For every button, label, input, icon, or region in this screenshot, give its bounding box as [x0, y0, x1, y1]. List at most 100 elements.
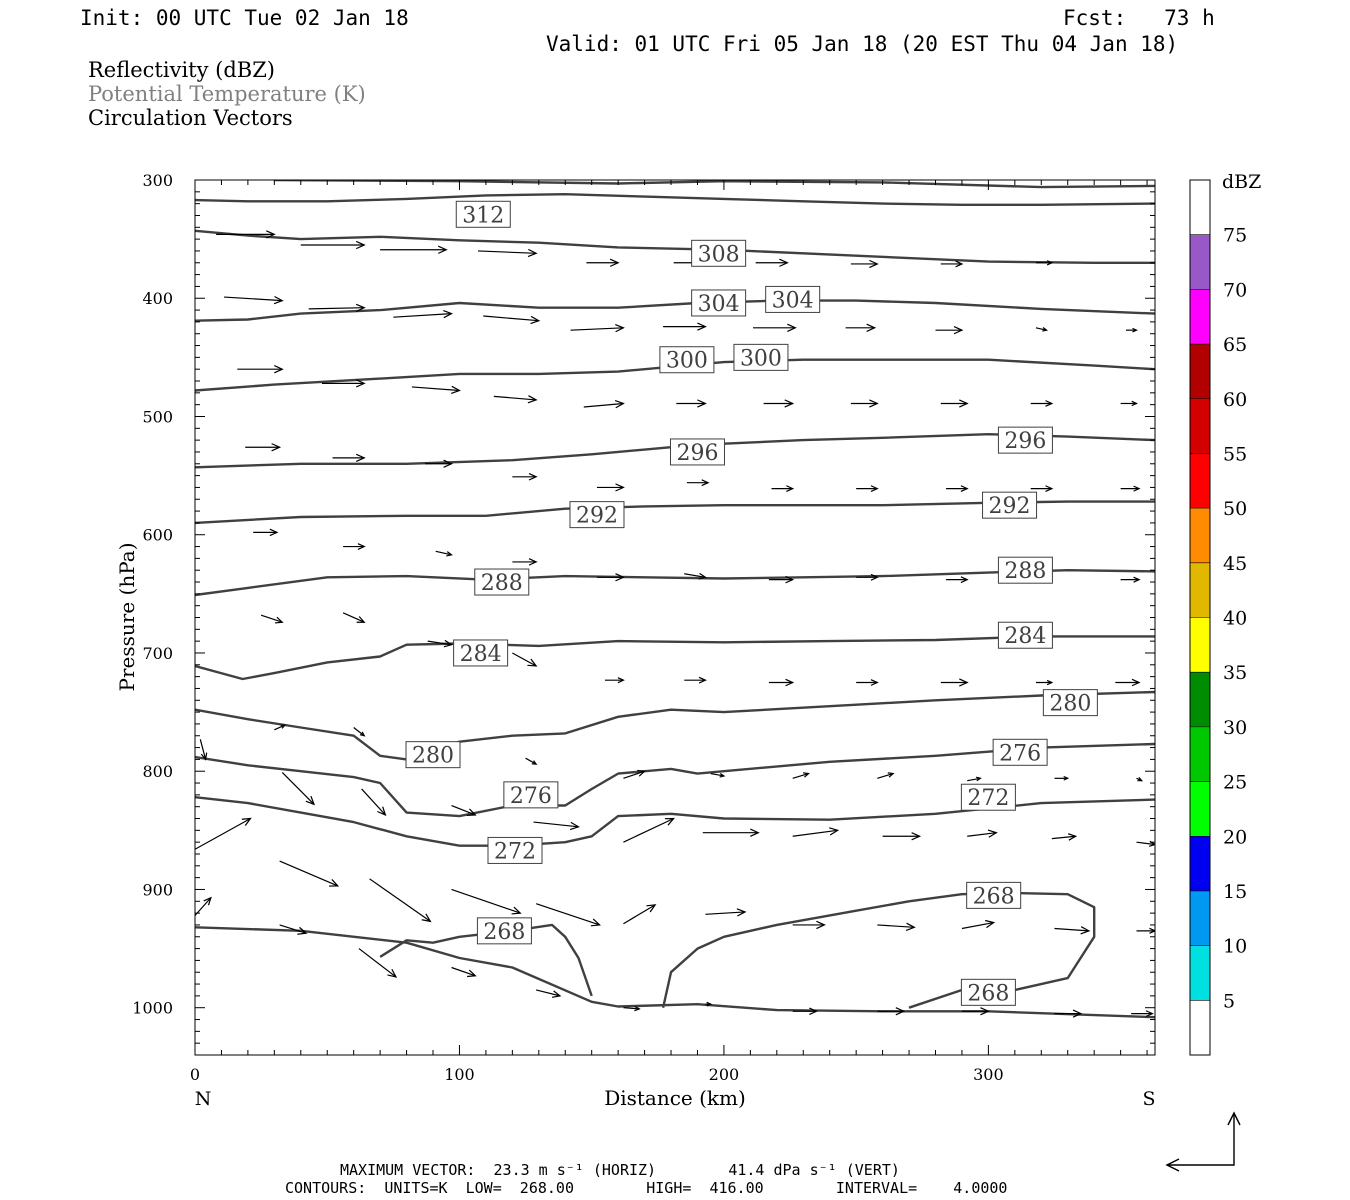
vector-arrowhead: [698, 676, 707, 684]
x-tick-label: 300: [973, 1065, 1004, 1084]
vector-arrowhead: [359, 731, 366, 737]
contour-label-text: 276: [510, 784, 552, 809]
circulation-vector: [525, 757, 537, 765]
forecast-hour: Fcst: 73 h: [1063, 6, 1215, 30]
circulation-vector: [536, 989, 561, 997]
circulation-vector: [411, 386, 460, 392]
vector-arrowhead: [960, 485, 969, 493]
vector-arrowhead: [273, 295, 284, 305]
contour-label-268: 268: [960, 978, 1016, 1006]
footer-max-vector: MAXIMUM VECTOR: 23.3 m s⁻¹ (HORIZ) 41.4 …: [340, 1161, 900, 1179]
colorbar-segment: [1190, 890, 1210, 946]
reference-vector: [1165, 1111, 1241, 1172]
vector-arrowhead: [527, 658, 538, 667]
theta-contour-276: [195, 742, 1155, 818]
contour-label-text: 308: [698, 242, 740, 267]
vector-arrowhead: [701, 479, 710, 487]
contour-label-box: [960, 978, 1016, 1006]
colorbar-label: 30: [1223, 717, 1247, 739]
vector-arrowhead: [1133, 485, 1141, 492]
circulation-vector: [308, 307, 365, 310]
colorbar-label: 65: [1223, 334, 1247, 356]
contour-label-text: 288: [1004, 559, 1046, 584]
circulation-vector: [435, 550, 452, 556]
vector-arrowhead: [274, 616, 284, 624]
circulation-vector: [353, 726, 365, 737]
vector-arrowhead: [887, 772, 895, 778]
contour-label-box: [691, 239, 747, 267]
contour-label-box: [476, 917, 532, 945]
contour-label-text: 312: [462, 203, 504, 228]
vector-arrowhead: [615, 324, 625, 333]
vector-arrowhead: [750, 828, 760, 837]
vector-arrowhead: [803, 772, 810, 778]
vector-arrowhead: [1132, 327, 1138, 333]
circulation-vector: [623, 904, 656, 925]
circulation-vector: [369, 878, 431, 922]
vector-arrowhead: [615, 483, 625, 492]
vector-arrowhead: [1072, 1009, 1083, 1018]
colorbar-segment: [1190, 508, 1210, 563]
contour-label-308: 308: [691, 239, 747, 267]
colorbar-label: 45: [1223, 553, 1247, 575]
contour-label-text: 280: [1049, 692, 1091, 717]
vector-arrowhead: [528, 473, 538, 481]
vector-arrowhead: [387, 968, 398, 978]
vector-arrowhead: [1046, 260, 1054, 266]
vector-arrowhead: [615, 573, 625, 582]
vector-arrowhead: [443, 459, 453, 468]
colorbar-segment: [1190, 234, 1210, 290]
circulation-vector: [877, 924, 915, 928]
contour-label-text: 268: [483, 920, 525, 945]
colorbar-segment: [1190, 453, 1210, 509]
colorbar-segment: [1190, 781, 1210, 837]
colorbar-label: 15: [1223, 881, 1247, 903]
vector-arrowhead: [959, 678, 969, 687]
vector-arrowhead: [357, 543, 366, 550]
circulation-vector: [477, 250, 537, 254]
vector-arrowhead: [355, 303, 366, 313]
circulation-vector: [199, 739, 207, 760]
vector-arrowhead: [269, 528, 279, 537]
circulation-vector: [967, 832, 997, 837]
vector-arrowhead: [786, 485, 795, 493]
legend-reflectivity: Reflectivity (dBZ): [88, 58, 276, 82]
vector-arrowhead: [816, 920, 826, 930]
contour-label-text: 296: [1004, 429, 1046, 454]
vector-arrowhead: [421, 913, 432, 923]
vector-arrowhead: [1046, 679, 1054, 686]
circulation-vector: [483, 315, 539, 322]
reference-horizontal-arrowhead: [1165, 1158, 1180, 1172]
y-tick-label: 400: [142, 289, 173, 308]
vector-arrowhead: [609, 258, 620, 267]
vector-arrowhead: [911, 832, 922, 841]
x-tick-label: 200: [709, 1065, 740, 1084]
contour-label-box: [966, 881, 1022, 909]
x-end-label-south: S: [1142, 1088, 1155, 1110]
vector-arrowhead: [785, 678, 795, 687]
circulation-vector: [1051, 835, 1076, 840]
circulation-vector: [427, 640, 452, 646]
x-end-label-north: N: [195, 1088, 212, 1110]
theta-contour-304: [195, 299, 1155, 322]
reference-vector-lines: [1167, 1113, 1235, 1166]
vector-arrowhead: [1131, 678, 1141, 687]
vector-arrowhead: [1149, 927, 1155, 934]
vector-arrowhead: [305, 795, 316, 806]
colorbar: 5 10 15 20 25 30 35 40 45 50 55 60 65 70 75 dBZ: [1189, 171, 1261, 1056]
contour-label-box: [487, 836, 543, 864]
colorbar-label: 75: [1223, 225, 1247, 247]
vector-arrowhead: [377, 806, 387, 817]
contour-label-text: 300: [740, 346, 782, 371]
colorbar-segment: [1190, 945, 1210, 1001]
vector-arrowhead: [1045, 400, 1054, 407]
contour-label-box: [455, 200, 511, 228]
vector-arrowhead: [980, 1007, 990, 1016]
vector-arrowhead: [467, 969, 477, 978]
vector-arrowhead: [779, 258, 789, 267]
reference-vertical-arrowhead: [1227, 1111, 1241, 1126]
vector-arrowhead: [976, 776, 982, 782]
contour-label-box: [992, 738, 1048, 766]
circulation-vector: [623, 770, 645, 779]
